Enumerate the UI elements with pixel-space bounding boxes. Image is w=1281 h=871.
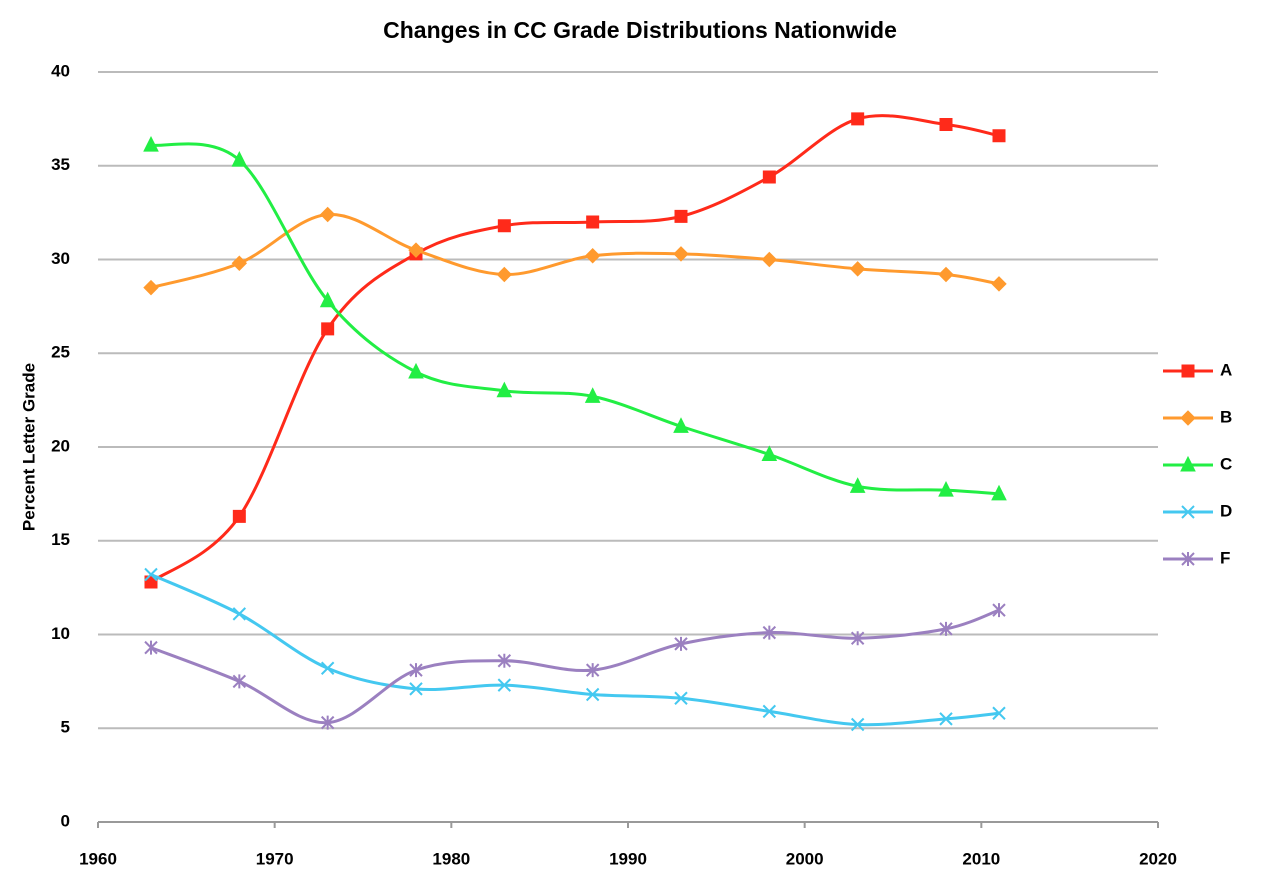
legend-label: D: [1220, 501, 1232, 520]
x-tick-label: 1990: [609, 849, 647, 868]
marker: [584, 248, 601, 264]
y-tick-label: 35: [51, 155, 70, 174]
series-line: [150, 142, 1000, 496]
marker: [938, 481, 954, 497]
marker: [992, 706, 1006, 720]
marker: [673, 246, 689, 262]
x-tick-label: 2020: [1139, 849, 1177, 868]
marker: [939, 621, 953, 636]
marker: [231, 151, 248, 167]
marker: [850, 631, 865, 646]
marker: [231, 255, 248, 271]
legend-marker: [1180, 455, 1196, 472]
x-tick-label: 1980: [432, 849, 470, 868]
series-line: [150, 212, 1000, 290]
marker: [991, 484, 1007, 501]
marker: [674, 691, 688, 705]
y-tick-label: 20: [51, 436, 70, 455]
x-tick-label: 2010: [962, 849, 1000, 868]
marker: [761, 251, 778, 268]
marker: [939, 712, 953, 726]
marker: [408, 242, 424, 258]
marker: [992, 129, 1006, 143]
marker: [144, 640, 158, 655]
marker: [938, 266, 954, 283]
x-tick-label: 1960: [79, 849, 117, 868]
marker: [585, 663, 600, 678]
marker: [849, 261, 866, 277]
marker: [674, 636, 688, 651]
legend-marker: [1181, 505, 1195, 519]
series-line: [150, 573, 1000, 727]
legend-marker: [1180, 410, 1196, 426]
marker: [849, 477, 866, 493]
marker: [850, 717, 865, 732]
marker: [497, 653, 512, 668]
y-tick-label: 15: [51, 530, 70, 549]
marker: [673, 417, 689, 433]
marker: [144, 567, 158, 582]
marker: [143, 279, 159, 296]
y-axis-label: Percent Letter Grade: [19, 363, 38, 531]
marker: [674, 209, 688, 223]
marker: [496, 266, 513, 283]
marker: [496, 381, 513, 398]
chart-title: Changes in CC Grade Distributions Nation…: [383, 17, 897, 43]
marker: [408, 362, 424, 379]
marker: [232, 674, 247, 689]
x-tick-label: 1970: [256, 849, 294, 868]
x-tick-label: 2000: [786, 849, 824, 868]
marker: [992, 603, 1006, 618]
legend-marker: [1181, 552, 1195, 566]
y-tick-label: 0: [61, 811, 70, 830]
marker: [762, 170, 776, 184]
series-line: [150, 114, 1000, 584]
y-tick-label: 25: [51, 343, 70, 362]
y-tick-label: 40: [51, 61, 70, 80]
y-tick-label: 30: [51, 249, 70, 268]
marker: [991, 276, 1007, 292]
marker: [851, 112, 865, 126]
marker: [320, 715, 335, 730]
marker: [320, 661, 335, 675]
marker: [409, 682, 423, 696]
marker: [762, 625, 777, 640]
marker: [232, 509, 246, 523]
marker: [584, 387, 601, 403]
marker: [586, 215, 600, 229]
marker: [939, 118, 953, 131]
marker: [409, 663, 423, 678]
marker: [497, 219, 511, 233]
legend-label: B: [1220, 407, 1232, 426]
marker: [585, 687, 600, 702]
marker: [319, 206, 336, 223]
legend-label: A: [1220, 360, 1232, 379]
marker: [761, 445, 778, 461]
marker: [143, 136, 159, 152]
legend-marker: [1181, 364, 1195, 378]
y-tick-label: 10: [51, 624, 70, 643]
y-tick-label: 5: [61, 718, 70, 737]
marker: [321, 322, 335, 336]
legend-label: F: [1220, 548, 1230, 567]
series-line: [150, 608, 1000, 725]
marker: [762, 704, 777, 719]
marker: [497, 678, 512, 692]
legend-label: C: [1220, 454, 1232, 473]
marker: [319, 291, 336, 308]
marker: [232, 607, 247, 621]
